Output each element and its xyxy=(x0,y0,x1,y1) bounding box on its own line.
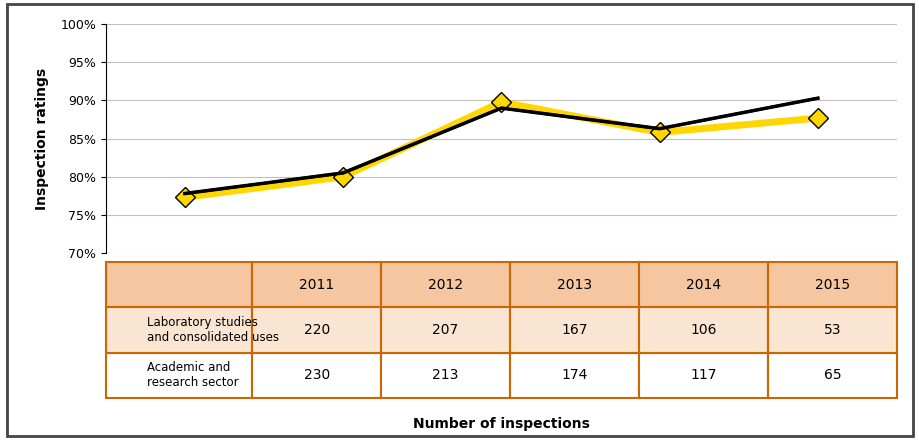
Text: Academic and
research sector: Academic and research sector xyxy=(147,362,239,389)
Text: Laboratory studies
and consolidated uses: Laboratory studies and consolidated uses xyxy=(147,316,278,344)
Text: 174: 174 xyxy=(561,368,587,382)
Text: Number of inspections: Number of inspections xyxy=(413,417,589,431)
Text: 2013: 2013 xyxy=(556,278,592,292)
Text: 117: 117 xyxy=(689,368,716,382)
Text: 53: 53 xyxy=(823,323,840,337)
Text: 220: 220 xyxy=(303,323,329,337)
Text: 2011: 2011 xyxy=(299,278,334,292)
Text: 106: 106 xyxy=(689,323,716,337)
Text: 2012: 2012 xyxy=(427,278,462,292)
Y-axis label: Inspection ratings: Inspection ratings xyxy=(35,67,49,210)
Text: 213: 213 xyxy=(432,368,459,382)
Text: 65: 65 xyxy=(823,368,840,382)
Text: 207: 207 xyxy=(432,323,459,337)
Text: 167: 167 xyxy=(561,323,587,337)
Text: 2014: 2014 xyxy=(686,278,720,292)
Text: 2015: 2015 xyxy=(814,278,849,292)
Text: 230: 230 xyxy=(303,368,329,382)
